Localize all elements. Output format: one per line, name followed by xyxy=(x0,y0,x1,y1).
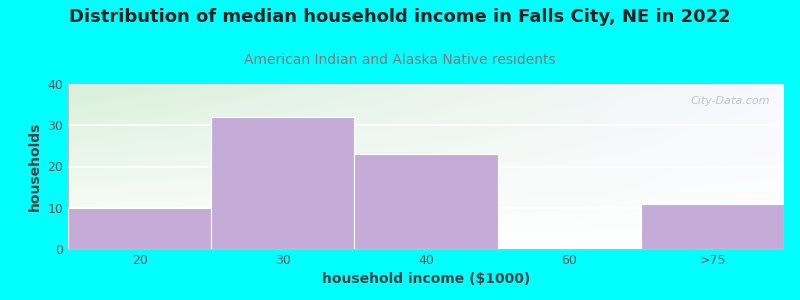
Bar xyxy=(354,154,498,249)
Bar xyxy=(641,204,784,249)
Y-axis label: households: households xyxy=(28,122,42,211)
Bar xyxy=(211,117,354,249)
Text: Distribution of median household income in Falls City, NE in 2022: Distribution of median household income … xyxy=(69,8,731,26)
X-axis label: household income ($1000): household income ($1000) xyxy=(322,272,530,286)
Text: American Indian and Alaska Native residents: American Indian and Alaska Native reside… xyxy=(244,52,556,67)
Bar xyxy=(68,208,211,249)
Text: City-Data.com: City-Data.com xyxy=(690,95,770,106)
